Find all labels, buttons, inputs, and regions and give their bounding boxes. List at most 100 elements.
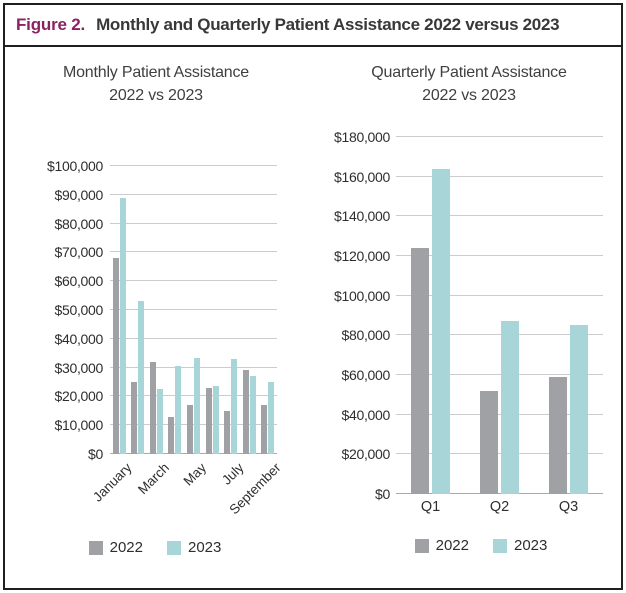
bar-2022-q3 — [549, 376, 567, 494]
x-tick-label-may: May — [180, 460, 210, 489]
gridline — [396, 175, 603, 177]
legend-swatch-2022 — [88, 540, 103, 555]
y-tick-label: $40,000 — [54, 330, 103, 347]
legend-label-2023: 2023 — [188, 539, 222, 556]
bar-2022-february — [131, 382, 138, 454]
bar-2023-july — [231, 358, 238, 454]
quarterly-chart-title: Quarterly Patient Assistance 2022 vs 202… — [333, 61, 605, 107]
bar-group-march — [147, 166, 166, 454]
gridline — [396, 215, 603, 217]
bar-2022-august — [242, 370, 249, 454]
x-tick-label-q1: Q1 — [420, 499, 441, 515]
figure-number-label: Figure 2. — [16, 15, 86, 34]
quarterly-y-axis-labels: $180,000 $160,000 $140,000 $120,000 $100,000… — [303, 129, 390, 502]
bar-2023-september — [268, 382, 275, 454]
x-tick-label-july: July — [218, 460, 247, 488]
gridline — [396, 373, 603, 375]
bar-group-april — [166, 166, 185, 454]
bar-group-january — [110, 166, 129, 454]
monthly-chart-title: Monthly Patient Assistance 2022 vs 2023 — [15, 61, 297, 107]
figure-frame: Figure 2. Monthly and Quarterly Patient … — [3, 3, 623, 590]
y-tick-label: $0 — [88, 446, 103, 462]
quarterly-legend: 2022 2023 — [385, 537, 577, 554]
monthly-plot — [110, 165, 277, 454]
bar-2022-june — [205, 387, 212, 454]
gridline — [110, 251, 277, 253]
gridline — [396, 413, 603, 415]
bar-2023-february — [138, 301, 145, 454]
bar-2023-q3 — [570, 325, 588, 494]
legend-label-2023: 2023 — [514, 537, 548, 554]
y-tick-label: $30,000 — [54, 359, 103, 376]
bar-2022-april — [168, 416, 175, 454]
quarterly-chart-title-line2: 2022 vs 2023 — [422, 87, 516, 105]
y-tick-label: $60,000 — [54, 273, 103, 290]
bar-2022-march — [149, 361, 156, 454]
gridline — [110, 222, 277, 224]
legend-item-2023: 2023 — [493, 537, 547, 554]
bar-2023-may — [194, 357, 201, 454]
bar-group-august — [240, 166, 259, 454]
bar-2023-april — [175, 366, 182, 454]
y-tick-label: $80,000 — [54, 215, 103, 232]
y-tick-label: $70,000 — [54, 244, 103, 261]
legend-item-2022: 2022 — [88, 539, 143, 556]
y-tick-label: $40,000 — [341, 406, 390, 423]
bar-group-q3 — [534, 137, 603, 494]
gridline — [110, 280, 277, 282]
y-tick-label: $160,000 — [334, 168, 390, 185]
bar-2022-q1 — [411, 248, 429, 494]
gridline — [110, 309, 277, 310]
bar-groups — [110, 166, 277, 454]
gridline — [110, 395, 277, 397]
monthly-chart: Monthly Patient Assistance 2022 vs 2023 … — [5, 47, 621, 588]
x-tick-label-january: January — [90, 460, 135, 505]
bar-2023-august — [249, 376, 256, 454]
bar-2023-q1 — [432, 168, 450, 494]
x-tick-label-september: September — [226, 460, 284, 518]
monthly-x-axis-labels: January March May July September — [90, 454, 283, 538]
legend-label-2022: 2022 — [109, 539, 143, 556]
x-tick-label-q3: Q3 — [558, 499, 579, 515]
quarterly-chart-title-line1: Quarterly Patient Assistance — [371, 64, 567, 81]
gridline — [110, 337, 277, 339]
y-tick-label: $120,000 — [334, 247, 390, 264]
y-tick-label: $20,000 — [54, 388, 103, 405]
bar-group-july — [221, 166, 240, 454]
charts-area: Monthly Patient Assistance 2022 vs 2023 … — [5, 47, 621, 588]
y-tick-label: $100,000 — [47, 158, 103, 174]
figure-title: Monthly and Quarterly Patient Assistance… — [96, 15, 560, 34]
x-tick-label-q2: Q2 — [489, 499, 510, 515]
y-tick-label: $50,000 — [54, 302, 103, 318]
bar-2022-july — [224, 410, 231, 454]
y-tick-label: $180,000 — [334, 129, 390, 145]
gridline — [396, 453, 603, 455]
bar-group-june — [203, 166, 222, 454]
bar-2022-september — [261, 405, 268, 454]
gridline — [396, 294, 603, 296]
y-tick-label: $80,000 — [341, 327, 390, 344]
legend-swatch-2023 — [493, 538, 507, 553]
bar-group-q1 — [396, 137, 465, 494]
y-tick-label: $60,000 — [341, 366, 390, 383]
monthly-y-axis-labels: $100,000 $90,000 $80,000 $70,000 $60,000 $50,… — [21, 158, 103, 462]
bar-2023-march — [156, 389, 163, 454]
quarterly-x-axis-labels: Q1 Q2 Q3 — [396, 499, 603, 525]
quarterly-plot — [396, 136, 603, 494]
gridline — [396, 334, 603, 336]
bar-2023-june — [212, 386, 219, 454]
y-tick-label: $0 — [375, 486, 390, 502]
legend-item-2022: 2022 — [414, 537, 469, 554]
figure-header: Figure 2. Monthly and Quarterly Patient … — [5, 5, 621, 47]
bar-group-may — [184, 166, 203, 454]
bar-2022-q2 — [480, 390, 498, 494]
gridline — [110, 366, 277, 368]
gridline — [110, 193, 277, 195]
y-tick-label: $10,000 — [54, 417, 103, 434]
gridline — [110, 424, 277, 426]
gridline — [396, 254, 603, 256]
monthly-legend: 2022 2023 — [35, 539, 275, 556]
gridline — [110, 165, 277, 166]
y-tick-label: $90,000 — [54, 186, 103, 203]
bar-group-september — [259, 166, 278, 454]
